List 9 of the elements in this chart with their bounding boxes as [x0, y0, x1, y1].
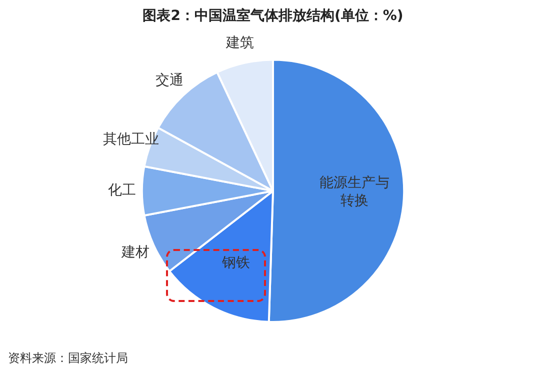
text: 资料来源：国家统计局: [8, 350, 128, 367]
slice-label: 交通: [156, 72, 184, 88]
slice-label: 能源生产与转换: [319, 174, 390, 209]
slice-label: 建材: [120, 244, 150, 261]
slice-label: 建筑: [225, 35, 254, 52]
slice-label: 其他工业: [102, 131, 159, 148]
chart-title: 图表2：中国温室气体排放结构(单位：%): [142, 7, 404, 24]
slice-label: 化工: [108, 182, 136, 199]
slice-label: 钢铁: [221, 254, 250, 271]
